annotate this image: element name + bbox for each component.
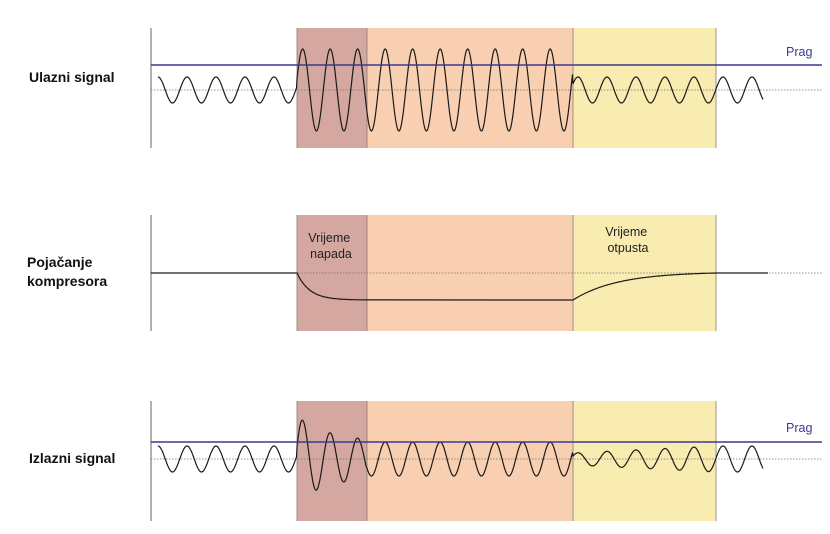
attack-time-label: Vrijeme napada (308, 231, 353, 261)
input-attack-region (297, 28, 367, 148)
gain-curve (151, 272, 768, 301)
input-signal-panel: Prag Ulazni signal (29, 28, 822, 148)
input-row-label: Ulazni signal (29, 69, 115, 85)
input-release-region (573, 28, 716, 148)
output-attack-region (297, 401, 367, 521)
output-hold-region (367, 401, 573, 521)
output-row-label: Izlazni signal (29, 450, 115, 466)
output-signal-panel: Prag Izlazni signal (29, 401, 822, 521)
compressor-gain-panel: Vrijeme napada Vrijeme otpusta Pojačanje… (27, 215, 822, 331)
gain-row-label: Pojačanje kompresora (27, 254, 107, 289)
input-threshold-label: Prag (786, 45, 812, 59)
release-time-label: Vrijeme otpusta (605, 225, 650, 255)
output-waveform (157, 419, 764, 491)
input-waveform (157, 48, 764, 132)
output-threshold-label: Prag (786, 421, 812, 435)
